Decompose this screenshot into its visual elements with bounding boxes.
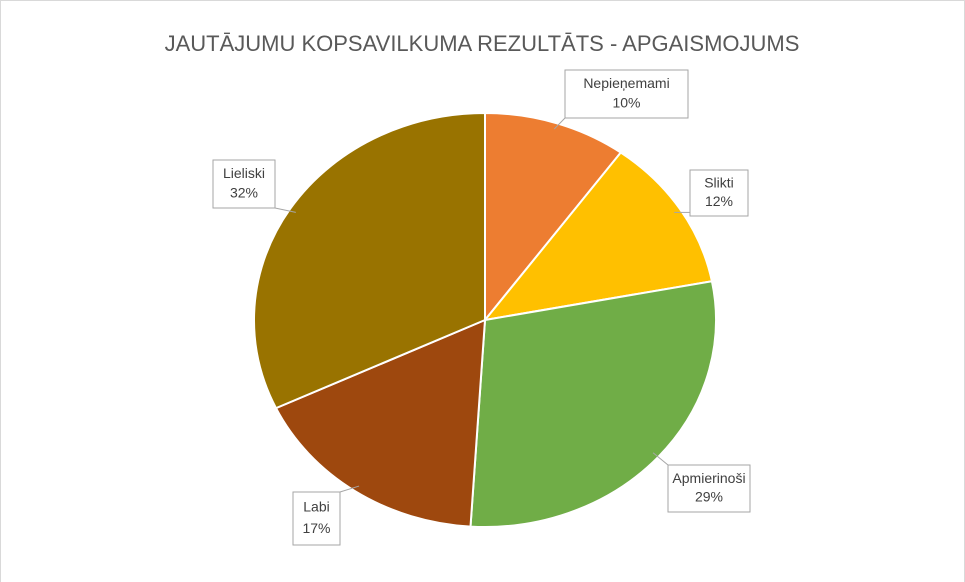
label-box xyxy=(689,169,749,217)
chart-title: JAUTĀJUMU KOPSAVILKUMA REZULTĀTS - APGAI… xyxy=(165,31,800,56)
label-box xyxy=(667,464,751,513)
category-label: Slikti xyxy=(704,175,734,191)
category-label: Nepieņemami xyxy=(583,75,669,91)
pie-slice xyxy=(274,318,487,528)
value-label: 12% xyxy=(705,193,733,209)
leader-line xyxy=(652,452,669,466)
leader-line xyxy=(274,207,296,213)
pie-slice xyxy=(253,111,486,410)
category-label: Labi xyxy=(303,499,329,515)
label-box xyxy=(564,69,689,119)
value-label: 17% xyxy=(302,520,330,536)
value-label: 10% xyxy=(612,94,640,110)
category-label: Lieliski xyxy=(223,165,265,181)
label-box xyxy=(292,491,341,546)
leader-line xyxy=(553,117,566,130)
label-box xyxy=(212,159,276,209)
leader-line xyxy=(339,485,360,493)
pie-slice xyxy=(484,111,623,323)
category-label: Apmierinoši xyxy=(672,470,745,486)
value-label: 29% xyxy=(695,489,723,505)
pie-slice xyxy=(482,151,714,322)
value-label: 32% xyxy=(230,184,258,200)
